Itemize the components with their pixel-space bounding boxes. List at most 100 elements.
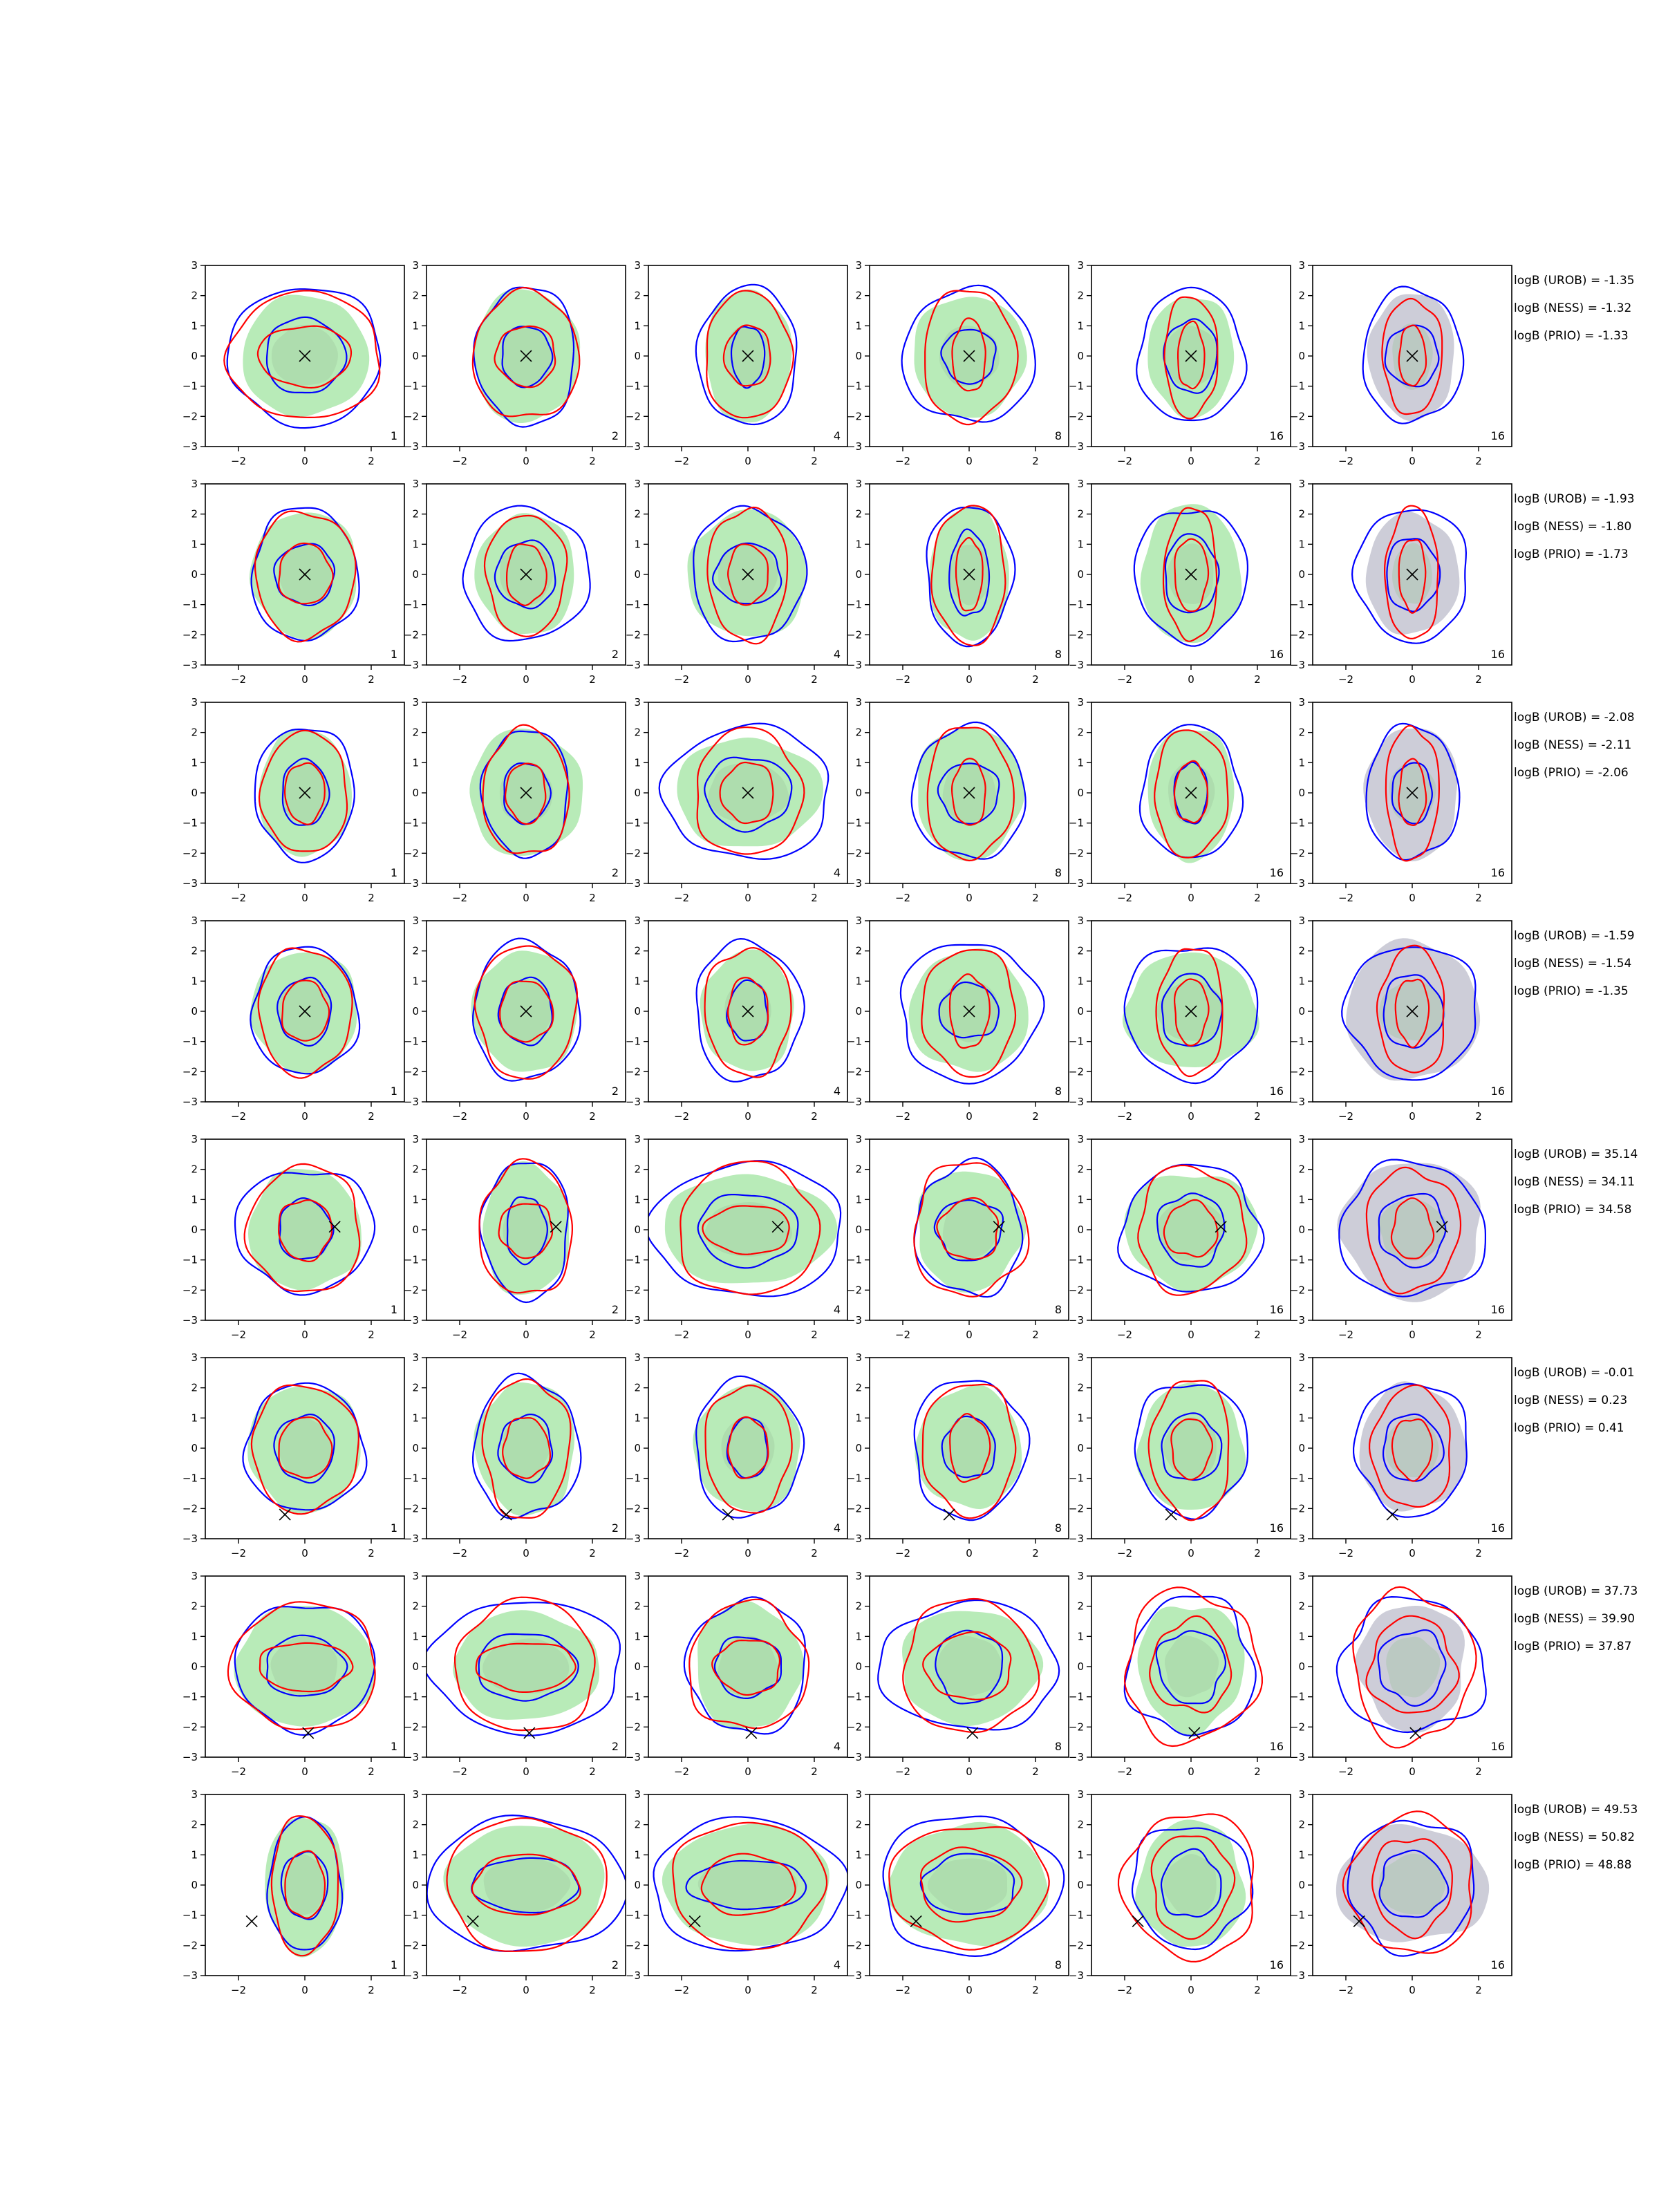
panel-corner-label: 8 (1055, 1303, 1062, 1316)
y-tick-label: 1 (1298, 1412, 1305, 1424)
red-contour-outer (483, 514, 568, 637)
blue-contour-inner (1391, 762, 1433, 825)
y-tick-label: 2 (1298, 1819, 1305, 1831)
y-tick-label: 2 (1298, 727, 1305, 739)
y-tick-label: −1 (1069, 1035, 1084, 1048)
true-value-marker (1185, 787, 1197, 799)
density-fill-outer (664, 1174, 838, 1284)
y-tick-label: 3 (191, 696, 198, 709)
x-tick-label: 2 (1475, 1984, 1482, 1996)
y-tick-label: −2 (1069, 1502, 1084, 1515)
panel-r8-c3: −2 0 2 3 2 1 0 −1 −2 −3 4 (626, 1788, 848, 1996)
x-tick-label: 2 (1475, 1110, 1482, 1123)
panel-corner-label: 1 (391, 1303, 397, 1316)
red-contour-outer (921, 948, 1017, 1078)
y-tick-label: −2 (404, 410, 419, 422)
red-contour-outer (243, 1163, 361, 1293)
x-tick-label: 0 (1188, 1547, 1194, 1559)
y-tick-label: 2 (412, 1819, 419, 1831)
density-fill-core (270, 1635, 337, 1697)
plot-area (1117, 1163, 1265, 1296)
blue-contour-outer (693, 505, 808, 643)
panel-corner-label: 8 (1055, 648, 1062, 661)
true-value-marker (520, 568, 532, 581)
panel-corner-label: 16 (1491, 1303, 1505, 1316)
x-tick-label: 0 (1409, 1110, 1416, 1123)
x-tick-label: 0 (1409, 1765, 1416, 1778)
x-tick-label: 2 (1032, 1984, 1039, 1996)
y-tick-label: −1 (847, 1472, 862, 1485)
y-tick-label: 3 (191, 478, 198, 490)
x-tick-label: 0 (1188, 892, 1194, 904)
y-tick-label: 2 (634, 1600, 641, 1613)
blue-contour-outer (901, 284, 1036, 423)
y-tick-label: 1 (855, 1193, 862, 1206)
red-contour-inner (955, 536, 984, 612)
density-fill-core (1386, 1636, 1441, 1698)
panel-corner-label: 4 (834, 648, 841, 661)
logB-annotation: logB (UROB) = -1.59 (1514, 929, 1635, 943)
y-tick-label: 1 (855, 319, 862, 332)
x-tick-label: 0 (301, 892, 308, 904)
x-tick-label: 2 (1475, 455, 1482, 467)
x-tick-label: 0 (1409, 1547, 1416, 1559)
y-tick-label: −3 (1069, 659, 1084, 671)
x-tick-label: 2 (811, 1765, 818, 1778)
y-tick-label: 1 (412, 975, 419, 987)
y-tick-label: 1 (855, 1630, 862, 1642)
blue-contour-inner (919, 1853, 1015, 1915)
panel-r3-c6: −2 0 2 3 2 1 0 −1 −2 −3 16 (1290, 696, 1512, 904)
true-value-marker (963, 1005, 975, 1018)
x-tick-label: −2 (1338, 1984, 1353, 1996)
density-fill-core (936, 1635, 1004, 1698)
red-contour-outer (688, 1598, 810, 1730)
x-tick-label: −2 (231, 1984, 246, 1996)
y-tick-label: 3 (412, 915, 419, 927)
panel-corner-label: 2 (612, 1958, 619, 1971)
density-fill-outer (453, 1610, 600, 1720)
red-contour-outer (478, 1158, 574, 1294)
x-tick-label: 2 (811, 1110, 818, 1123)
red-contour-outer (679, 1160, 821, 1295)
y-tick-label: 0 (412, 1660, 419, 1673)
blue-contour-outer (1136, 286, 1248, 422)
red-contour-outer (1137, 1164, 1248, 1296)
x-tick-label: −2 (674, 1547, 689, 1559)
panel-r7-c1: −2 0 2 3 2 1 0 −1 −2 −3 1 (182, 1570, 405, 1778)
red-contour-inner (1398, 538, 1427, 614)
density-fill-outer (887, 1821, 1049, 1947)
y-tick-label: 2 (855, 1819, 862, 1831)
red-contour-inner (951, 317, 986, 392)
plot-area (693, 1375, 805, 1519)
y-tick-label: −1 (1069, 380, 1084, 393)
red-contour-inner (727, 543, 769, 606)
red-contour-inner (1391, 1418, 1434, 1482)
y-tick-label: 2 (855, 1600, 862, 1613)
y-tick-label: −1 (182, 1909, 198, 1922)
blue-contour-inner (1155, 1630, 1226, 1705)
y-tick-label: −2 (404, 1284, 419, 1296)
x-tick-label: −2 (1117, 1110, 1132, 1123)
panel-r4-c1: −2 0 2 3 2 1 0 −1 −2 −3 1 (182, 915, 405, 1123)
panel-r1-c3: −2 0 2 3 2 1 0 −1 −2 −3 4 (626, 259, 848, 467)
density-fill-core (718, 545, 778, 606)
y-tick-label: 0 (1077, 1442, 1084, 1454)
x-tick-label: −2 (1117, 1329, 1132, 1341)
red-contour-outer (471, 286, 581, 418)
x-tick-label: 0 (1409, 892, 1416, 904)
x-tick-label: −2 (674, 1329, 689, 1341)
x-tick-label: −2 (1117, 673, 1132, 686)
y-tick-label: 0 (412, 1224, 419, 1236)
x-tick-label: −2 (674, 892, 689, 904)
y-tick-label: −1 (182, 380, 198, 393)
y-tick-label: 3 (1077, 1351, 1084, 1364)
red-contour-outer (1352, 1586, 1477, 1749)
y-tick-label: −3 (1069, 1096, 1084, 1108)
blue-contour-inner (1378, 1192, 1447, 1268)
true-value-marker (943, 1508, 955, 1521)
red-contour-outer (258, 729, 348, 852)
y-tick-label: 0 (1077, 1660, 1084, 1673)
red-contour-outer (227, 1601, 376, 1730)
y-tick-label: −3 (182, 1751, 198, 1763)
y-tick-label: 0 (1077, 787, 1084, 799)
